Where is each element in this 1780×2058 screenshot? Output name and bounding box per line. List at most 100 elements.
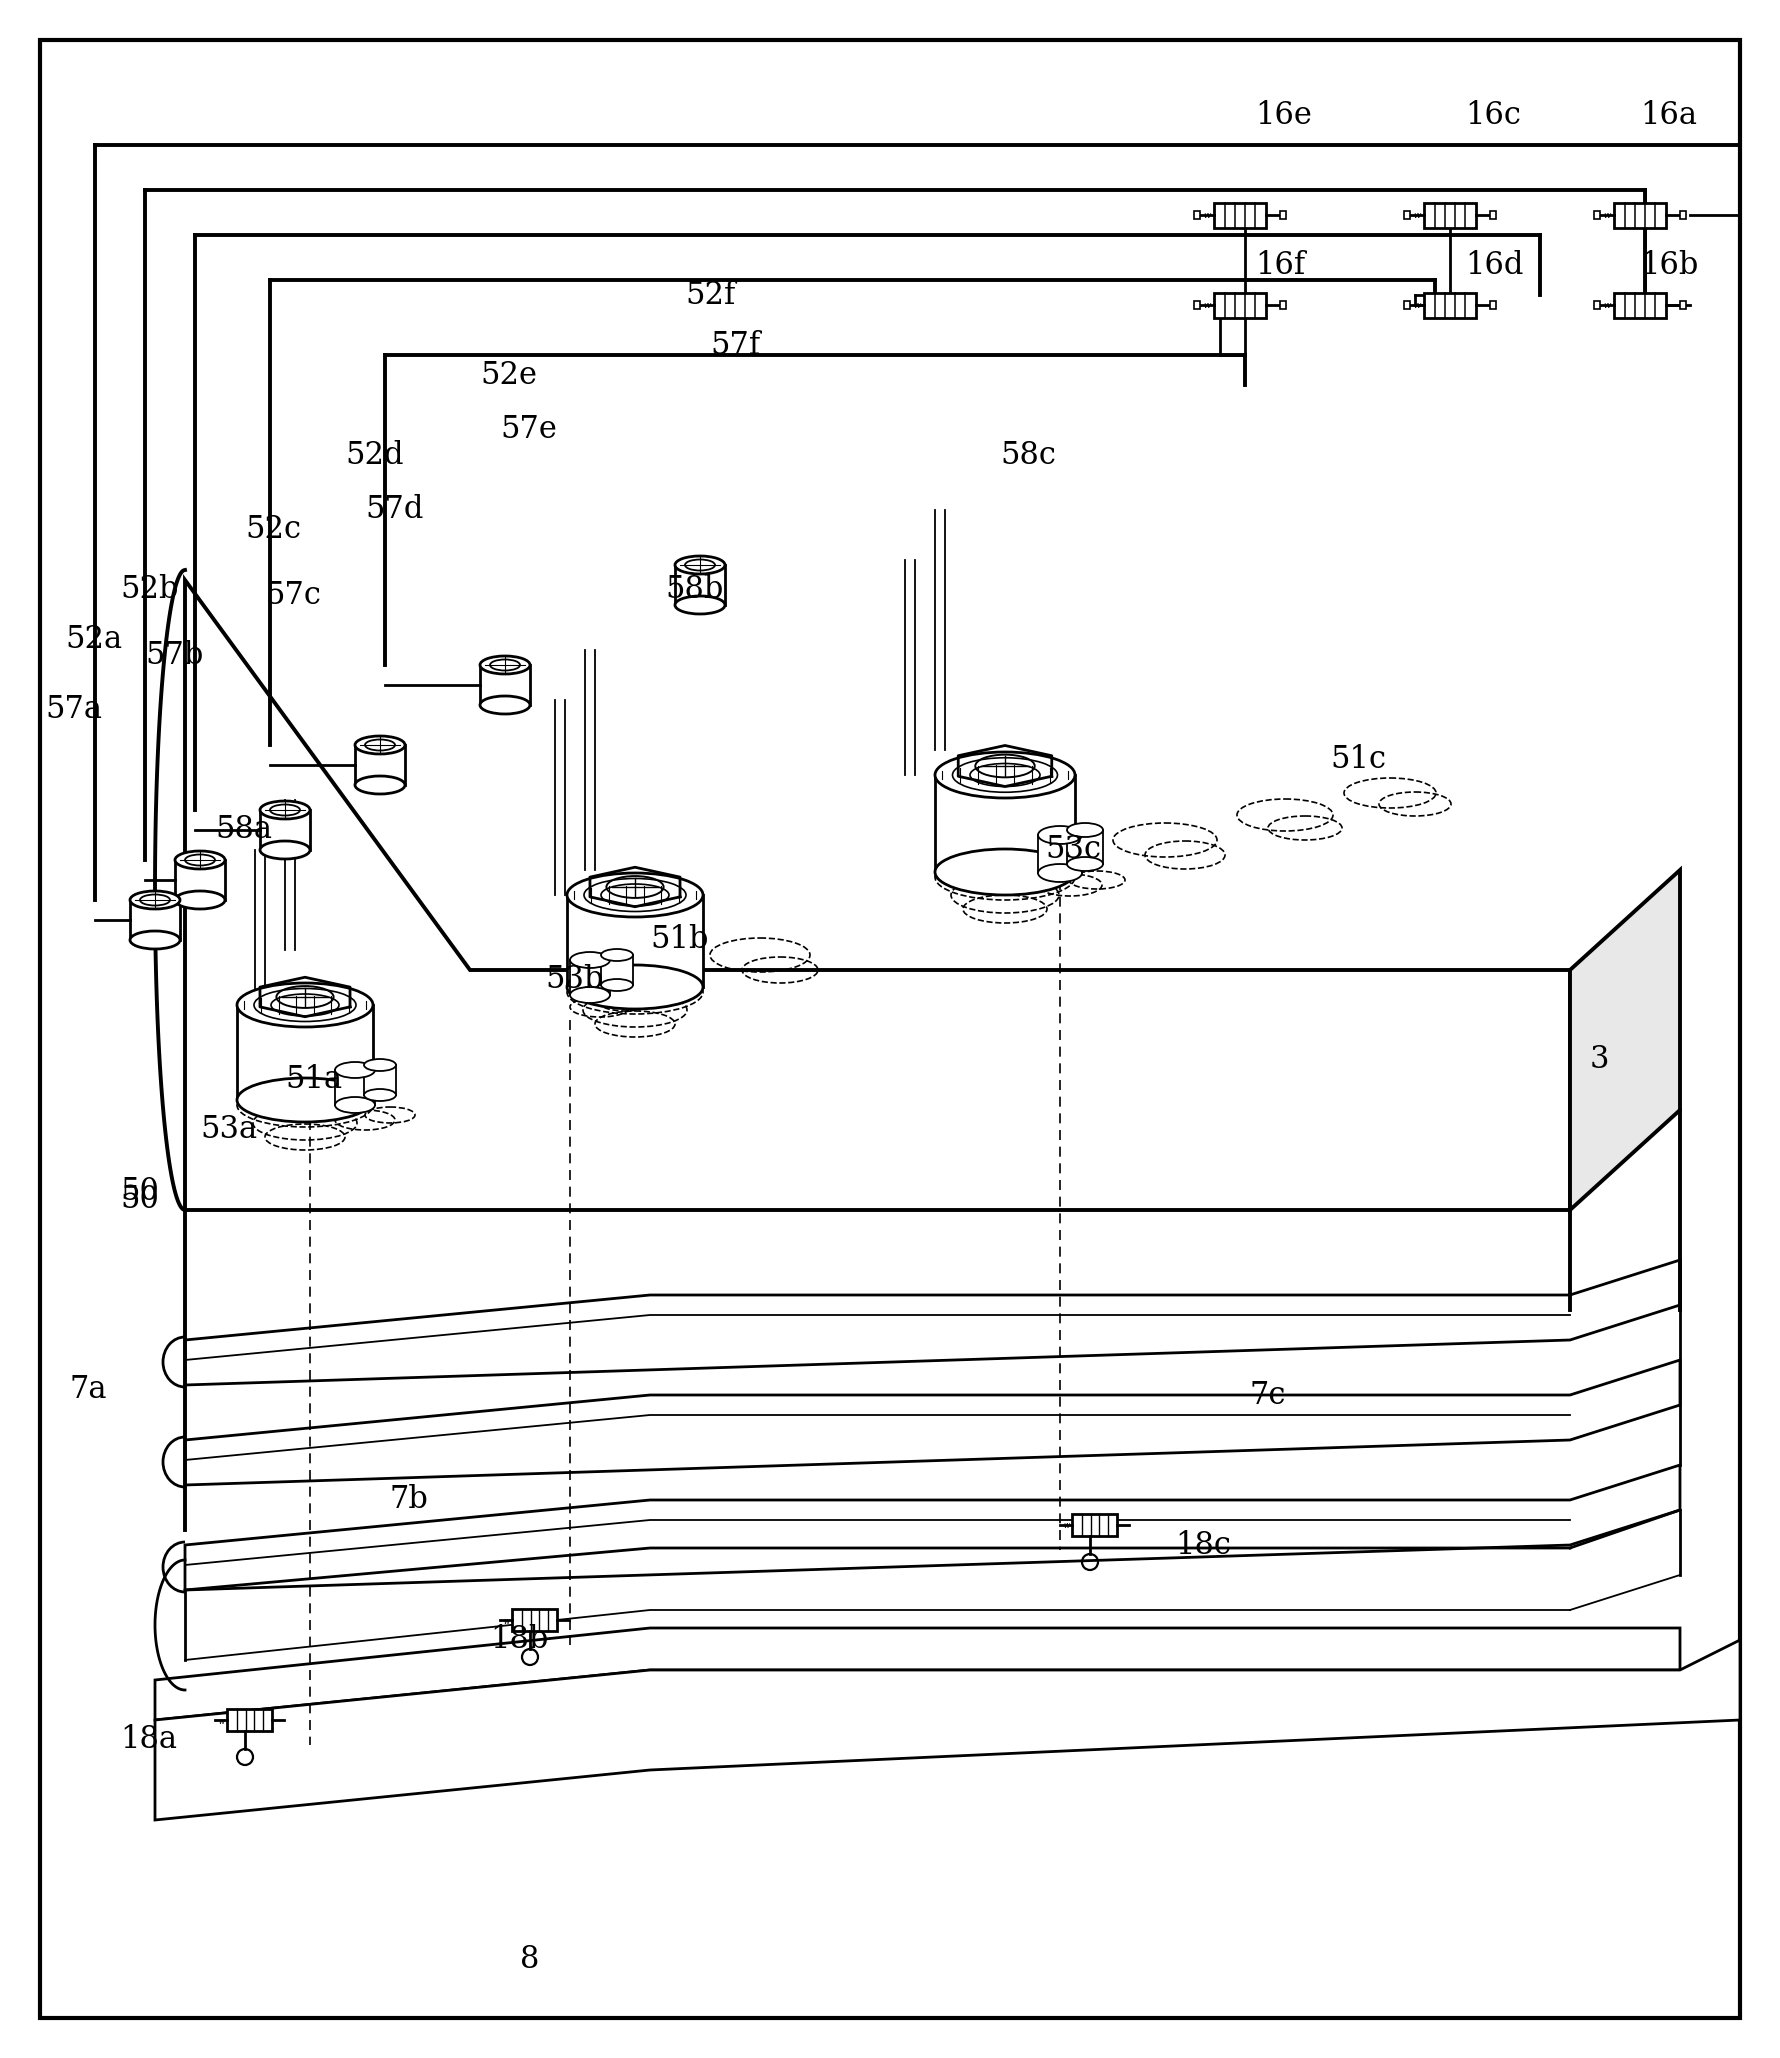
Ellipse shape <box>271 805 299 815</box>
Text: 50: 50 <box>119 1185 158 1216</box>
Polygon shape <box>1570 871 1679 1210</box>
Bar <box>237 1004 372 1099</box>
Ellipse shape <box>481 696 530 714</box>
Ellipse shape <box>335 1062 376 1078</box>
Ellipse shape <box>570 953 611 967</box>
Ellipse shape <box>1038 864 1082 883</box>
Bar <box>1679 300 1686 309</box>
Bar <box>1280 300 1285 309</box>
Ellipse shape <box>141 895 169 906</box>
Bar <box>228 1708 272 1731</box>
Ellipse shape <box>185 854 215 866</box>
Text: 52f: 52f <box>685 280 735 311</box>
Ellipse shape <box>237 984 372 1027</box>
Text: 7b: 7b <box>390 1484 429 1515</box>
Text: 18c: 18c <box>1175 1529 1230 1560</box>
Bar <box>260 811 310 850</box>
Bar <box>1613 292 1664 317</box>
Bar <box>481 665 530 706</box>
Text: 58a: 58a <box>215 815 272 846</box>
Ellipse shape <box>685 560 714 570</box>
Text: 7c: 7c <box>1250 1379 1285 1410</box>
Bar <box>1038 836 1082 873</box>
Bar <box>1066 829 1102 864</box>
Bar <box>1280 212 1285 218</box>
Ellipse shape <box>174 891 224 910</box>
Bar <box>1214 202 1266 228</box>
Ellipse shape <box>1066 823 1102 838</box>
Bar <box>354 745 404 784</box>
Bar <box>1679 212 1686 218</box>
Ellipse shape <box>363 1060 395 1070</box>
Text: 53c: 53c <box>1045 833 1100 866</box>
Text: 51c: 51c <box>1330 745 1385 776</box>
Text: 53a: 53a <box>199 1115 256 1146</box>
Ellipse shape <box>354 776 404 794</box>
Bar <box>1214 292 1266 317</box>
Text: 7a: 7a <box>69 1375 107 1406</box>
Bar <box>1403 300 1410 309</box>
Bar <box>570 959 611 994</box>
Ellipse shape <box>260 842 310 858</box>
Text: 3: 3 <box>1590 1045 1609 1076</box>
Ellipse shape <box>566 873 703 918</box>
Ellipse shape <box>481 657 530 675</box>
Ellipse shape <box>260 801 310 819</box>
Text: 57e: 57e <box>500 414 557 445</box>
Ellipse shape <box>365 739 395 751</box>
Text: 16e: 16e <box>1255 99 1312 130</box>
Polygon shape <box>185 1360 1679 1486</box>
Polygon shape <box>155 1640 1739 1819</box>
Text: w: w <box>1063 1521 1070 1531</box>
Bar <box>1193 300 1200 309</box>
Text: 57d: 57d <box>365 494 424 525</box>
Bar <box>174 860 224 899</box>
Text: 16d: 16d <box>1465 249 1522 280</box>
Bar <box>1424 202 1476 228</box>
Ellipse shape <box>675 556 724 574</box>
Bar <box>1593 212 1598 218</box>
Bar <box>363 1064 395 1095</box>
Ellipse shape <box>675 597 724 613</box>
Text: w: w <box>1602 303 1609 311</box>
Ellipse shape <box>335 1097 376 1113</box>
Text: 57c: 57c <box>265 580 320 611</box>
Ellipse shape <box>130 891 180 910</box>
Ellipse shape <box>566 965 703 1008</box>
Text: 18b: 18b <box>490 1624 548 1655</box>
Bar <box>335 1070 376 1105</box>
Text: 51a: 51a <box>285 1064 342 1095</box>
Ellipse shape <box>605 877 664 897</box>
Ellipse shape <box>975 755 1034 778</box>
Text: w: w <box>504 1616 509 1626</box>
Ellipse shape <box>1066 856 1102 871</box>
Text: 52e: 52e <box>481 360 538 391</box>
Bar <box>934 776 1075 873</box>
Ellipse shape <box>934 751 1075 799</box>
Text: 57a: 57a <box>44 694 101 726</box>
Text: 57b: 57b <box>144 640 203 671</box>
Ellipse shape <box>490 659 520 671</box>
Text: w: w <box>219 1716 224 1725</box>
Bar <box>1593 300 1598 309</box>
Text: 51b: 51b <box>650 924 708 955</box>
Text: 52d: 52d <box>345 440 404 471</box>
Text: 52a: 52a <box>64 624 123 657</box>
Polygon shape <box>185 1465 1679 1591</box>
Text: 57f: 57f <box>710 329 760 360</box>
Text: 16a: 16a <box>1639 99 1696 130</box>
Ellipse shape <box>354 737 404 753</box>
Bar <box>675 566 724 605</box>
Text: 16b: 16b <box>1639 249 1698 280</box>
Text: 52b: 52b <box>119 574 178 605</box>
Bar <box>1193 212 1200 218</box>
Bar <box>130 899 180 941</box>
Text: w: w <box>1413 212 1420 220</box>
Text: 18a: 18a <box>119 1725 176 1755</box>
Polygon shape <box>185 580 1570 1210</box>
Ellipse shape <box>276 986 333 1008</box>
Text: 50: 50 <box>119 1175 158 1206</box>
Text: w: w <box>1602 212 1609 220</box>
Bar <box>600 955 632 986</box>
Bar <box>1403 212 1410 218</box>
